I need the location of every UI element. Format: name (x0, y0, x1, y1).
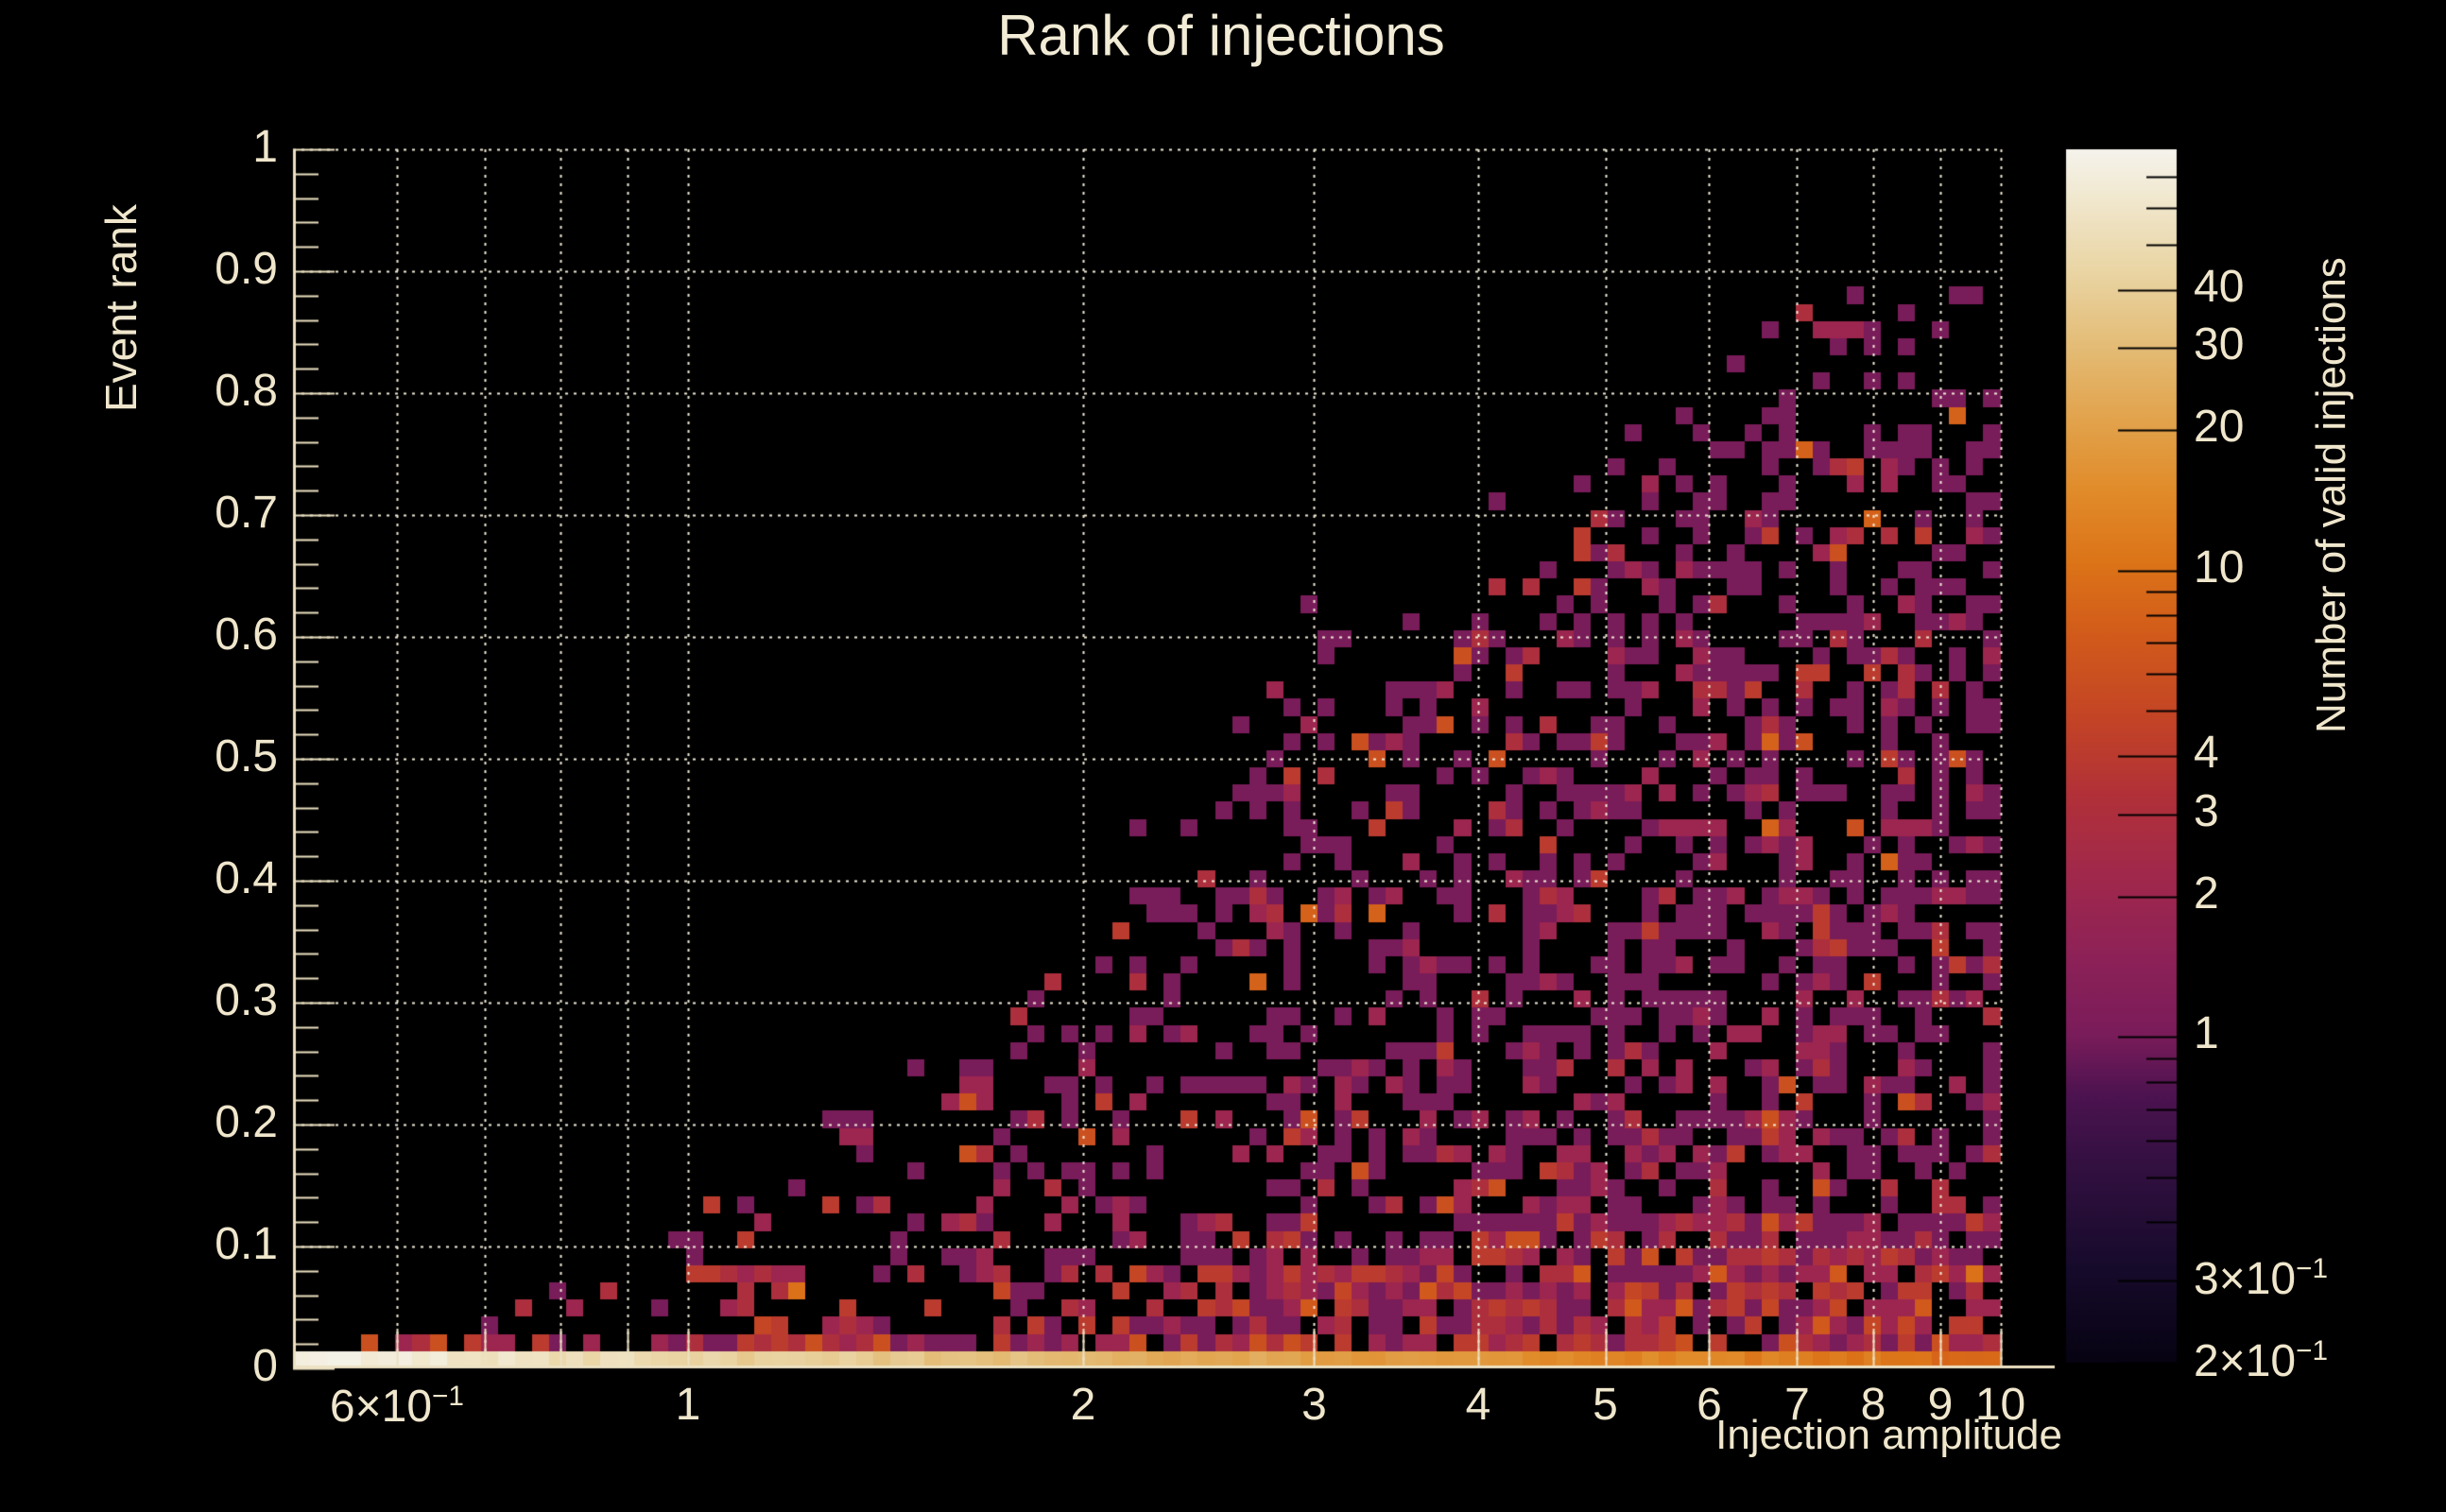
x-tick-label: 9 (1927, 1380, 1954, 1430)
y-tick-label: 0.5 (215, 731, 278, 782)
x-axis-title: Injection amplitude (1715, 1412, 2062, 1458)
x-tick-label: 5 (1593, 1380, 1618, 1430)
y-tick-label: 0.1 (215, 1219, 278, 1269)
x-tick-label: 8 (1860, 1380, 1886, 1430)
colorbar-tick-label: 4 (2194, 728, 2219, 778)
y-tick-label: 0.9 (215, 244, 278, 294)
colorbar-tick-label: 3×10−1 (2194, 1253, 2329, 1305)
colorbar-tick-label: 10 (2194, 541, 2245, 593)
x-tick-label: 2 (1070, 1380, 1096, 1430)
x-tick-label: 10 (1974, 1380, 2026, 1430)
x-tick-label: 3 (1301, 1380, 1327, 1430)
colorbar-tick-label: 40 (2194, 261, 2245, 312)
colorbar-tick-label: 2×10−1 (2194, 1335, 2329, 1386)
x-tick-label: 6×10−1 (329, 1381, 464, 1432)
y-tick-label: 0 (252, 1341, 278, 1391)
chart-title: Rank of injections (997, 4, 1445, 67)
y-tick-label: 1 (252, 122, 278, 172)
y-tick-label: 0.6 (215, 610, 278, 660)
colorbar-tick-label: 20 (2194, 402, 2245, 453)
y-tick-label: 0.7 (215, 488, 278, 538)
x-tick-label: 7 (1784, 1380, 1810, 1430)
colorbar-title: Number of valid injections (2308, 257, 2354, 733)
y-tick-label: 0.4 (215, 853, 278, 903)
y-tick-label: 0.3 (215, 975, 278, 1025)
x-tick-label: 4 (1465, 1380, 1491, 1430)
colorbar-tick-label: 2 (2194, 868, 2219, 919)
y-tick-label: 0.2 (215, 1097, 278, 1147)
x-tick-label: 6 (1697, 1380, 1722, 1430)
y-tick-label: 0.8 (215, 366, 278, 416)
colorbar-tick-label: 30 (2194, 319, 2245, 370)
colorbar-tick-label: 3 (2194, 785, 2219, 836)
x-tick-label: 1 (675, 1380, 701, 1430)
colorbar-tick-label: 1 (2194, 1008, 2219, 1059)
